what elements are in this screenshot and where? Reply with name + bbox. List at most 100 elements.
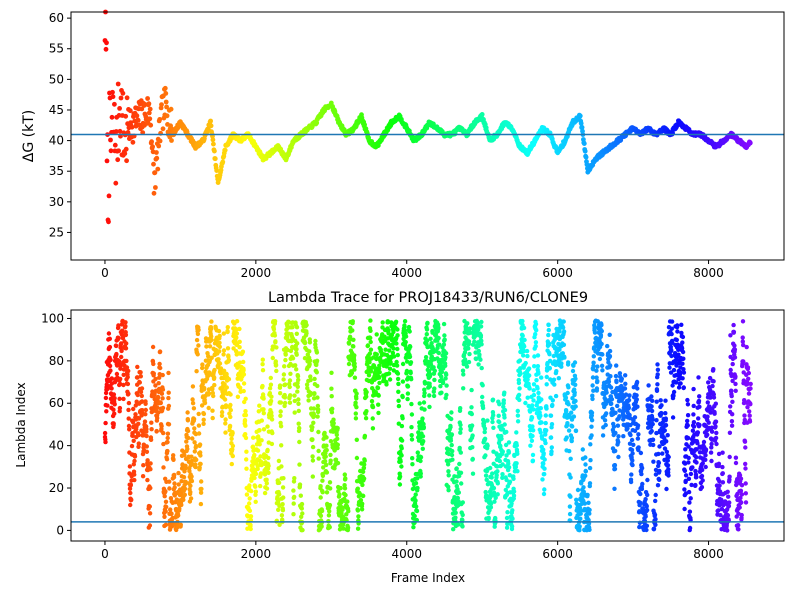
data-point	[613, 373, 619, 379]
data-point-43	[123, 113, 129, 119]
data-point	[257, 428, 262, 433]
data-point	[442, 333, 447, 338]
data-point	[370, 404, 376, 410]
data-point-240	[212, 148, 217, 154]
data-point	[194, 337, 200, 343]
data-point	[143, 401, 148, 406]
data-point	[292, 476, 297, 481]
data-point	[261, 396, 266, 401]
data-point	[446, 469, 451, 474]
data-point	[622, 386, 628, 391]
data-point	[368, 347, 374, 352]
data-point	[424, 332, 429, 337]
data-point	[192, 449, 197, 454]
data-point	[511, 476, 516, 481]
data-point	[324, 470, 330, 475]
data-point	[148, 437, 154, 442]
data-point	[614, 363, 619, 368]
data-point	[650, 398, 655, 403]
data-point	[193, 443, 199, 449]
data-point	[418, 471, 423, 476]
data-point	[415, 485, 420, 491]
data-point	[310, 474, 315, 479]
data-point	[217, 340, 222, 345]
data-point	[506, 461, 511, 466]
data-point	[681, 385, 686, 390]
data-point	[530, 452, 536, 458]
data-point	[548, 435, 554, 440]
data-point	[541, 491, 547, 497]
data-point	[160, 405, 166, 411]
data-point	[241, 372, 247, 377]
data-point	[531, 398, 536, 403]
data-point	[449, 410, 454, 415]
data-point	[418, 458, 423, 464]
data-point	[195, 352, 200, 357]
data-point	[609, 401, 614, 406]
data-point	[261, 407, 266, 412]
data-point	[248, 522, 253, 528]
data-point	[103, 439, 108, 445]
data-point-57	[129, 124, 135, 130]
data-point	[660, 451, 665, 456]
data-point	[653, 522, 658, 527]
data-point	[188, 483, 193, 488]
data-point	[638, 450, 644, 456]
data-point	[135, 364, 140, 370]
data-point	[664, 439, 669, 444]
data-point	[479, 342, 484, 347]
data-point	[352, 375, 358, 380]
data-point	[510, 508, 515, 513]
data-point	[653, 498, 658, 504]
data-point	[116, 336, 121, 341]
data-point	[645, 477, 650, 483]
data-point-95	[146, 101, 152, 107]
data-point-1074	[582, 148, 588, 154]
data-point	[663, 411, 668, 416]
data-point	[577, 528, 582, 533]
data-point	[497, 419, 502, 425]
data-point	[680, 334, 686, 340]
data-point	[396, 398, 401, 403]
data-point	[643, 497, 648, 502]
data-point-12	[108, 148, 114, 154]
data-point	[376, 393, 381, 398]
data-point	[324, 462, 329, 468]
data-point	[613, 410, 618, 415]
data-point	[458, 470, 464, 475]
data-point	[219, 413, 225, 418]
data-point	[676, 385, 682, 390]
data-point	[128, 502, 133, 508]
data-point	[209, 337, 214, 343]
data-point	[200, 362, 205, 367]
data-point	[220, 404, 225, 409]
data-point	[153, 383, 158, 388]
data-point	[155, 405, 160, 410]
data-point	[329, 394, 334, 399]
data-point	[179, 502, 184, 508]
data-point	[683, 473, 689, 478]
data-point	[142, 419, 148, 424]
data-point	[461, 372, 466, 377]
data-point	[386, 371, 392, 376]
data-point	[634, 397, 639, 402]
data-point-53	[127, 108, 133, 114]
data-point	[556, 376, 561, 381]
data-point	[223, 430, 228, 435]
data-point	[539, 420, 544, 425]
data-point	[143, 407, 148, 413]
data-point	[436, 350, 441, 356]
data-point	[520, 318, 525, 324]
data-point	[144, 426, 149, 432]
data-point	[364, 389, 369, 395]
data-point	[665, 463, 671, 468]
data-point	[103, 395, 109, 401]
data-point	[394, 363, 400, 368]
data-point	[495, 492, 500, 497]
data-point	[355, 486, 360, 491]
data-point	[478, 324, 484, 329]
data-point	[136, 416, 142, 421]
data-point	[591, 360, 596, 365]
data-point	[337, 492, 342, 497]
data-point	[307, 349, 312, 354]
